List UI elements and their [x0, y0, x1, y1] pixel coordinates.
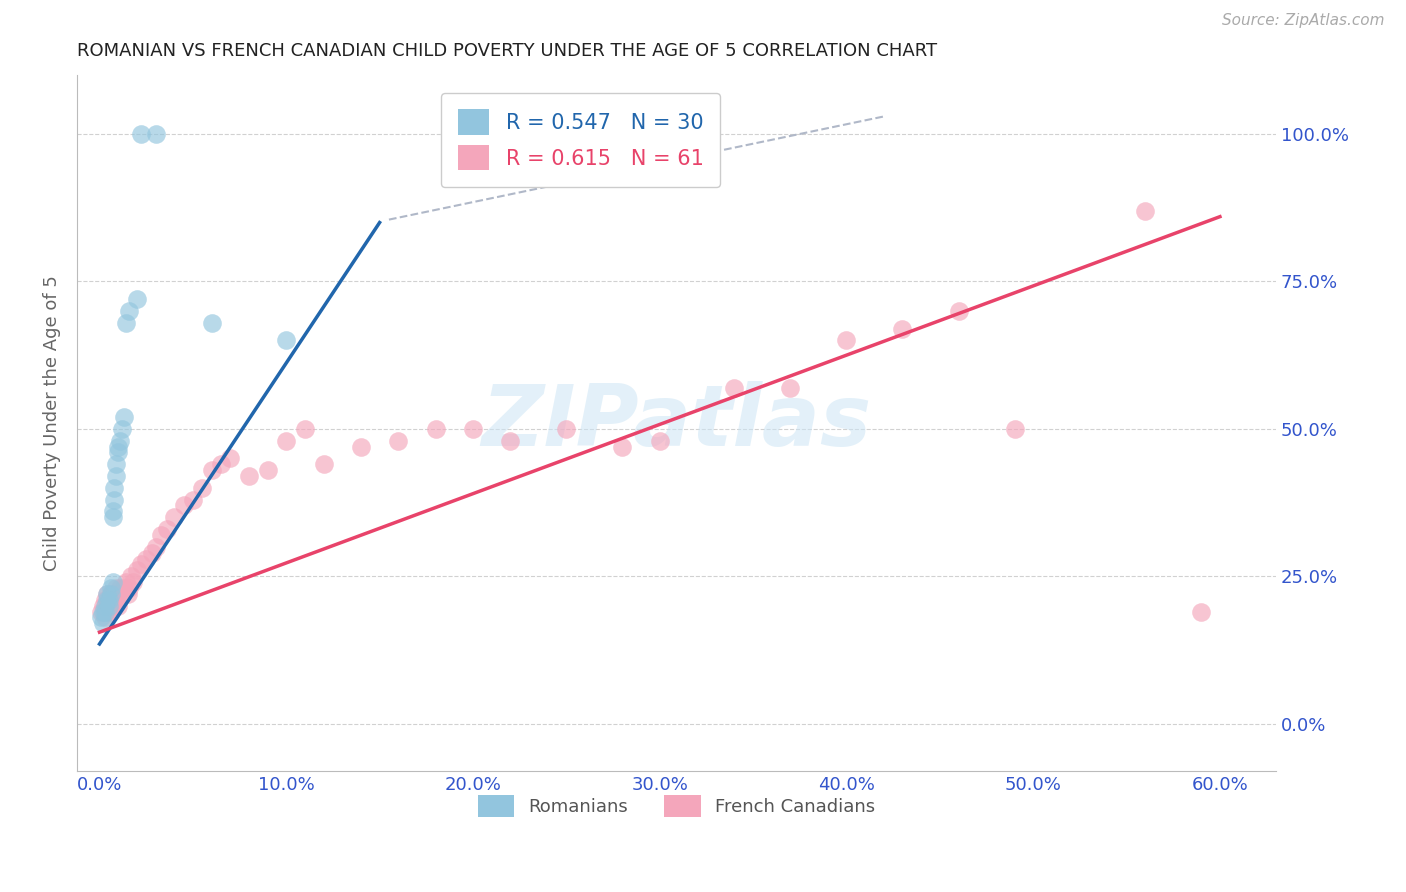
Point [103, 587, 125, 601]
Point [1189, 605, 1212, 619]
Point [312, 457, 335, 471]
Point [103, 492, 125, 507]
Point [200, 463, 222, 477]
Point [835, 334, 858, 348]
Point [112, 410, 135, 425]
Point [105, 469, 128, 483]
Point [108, 581, 131, 595]
Point [100, 587, 122, 601]
Point [387, 434, 409, 448]
Point [101, 575, 124, 590]
Point [118, 304, 141, 318]
Point [97, 599, 120, 613]
Point [94, 605, 117, 619]
Point [107, 599, 129, 613]
Point [723, 381, 745, 395]
Point [103, 481, 125, 495]
Point [90, 610, 112, 624]
Point [156, 522, 179, 536]
Point [238, 469, 260, 483]
Point [97, 592, 120, 607]
Point [163, 510, 186, 524]
Point [122, 575, 145, 590]
Y-axis label: Child Poverty Under the Age of 5: Child Poverty Under the Age of 5 [44, 275, 60, 571]
Legend: Romanians, French Canadians: Romanians, French Canadians [471, 788, 883, 824]
Point [145, 127, 167, 141]
Point [100, 587, 122, 601]
Point [150, 528, 173, 542]
Point [101, 504, 124, 518]
Point [101, 599, 124, 613]
Point [97, 592, 120, 607]
Point [114, 575, 136, 590]
Point [135, 551, 157, 566]
Point [107, 440, 129, 454]
Point [112, 581, 135, 595]
Point [90, 605, 112, 619]
Point [105, 457, 128, 471]
Point [125, 292, 148, 306]
Point [891, 321, 914, 335]
Point [105, 592, 128, 607]
Point [96, 605, 118, 619]
Point [181, 492, 204, 507]
Point [219, 451, 242, 466]
Point [111, 422, 134, 436]
Point [94, 599, 117, 613]
Point [425, 422, 447, 436]
Point [173, 499, 195, 513]
Point [94, 610, 117, 624]
Point [350, 440, 373, 454]
Point [256, 463, 278, 477]
Point [117, 587, 139, 601]
Point [141, 546, 163, 560]
Point [1135, 203, 1157, 218]
Point [105, 581, 128, 595]
Point [94, 592, 117, 607]
Point [294, 422, 316, 436]
Point [129, 127, 152, 141]
Point [779, 381, 801, 395]
Point [125, 563, 148, 577]
Point [209, 457, 232, 471]
Point [461, 422, 484, 436]
Point [96, 587, 118, 601]
Point [96, 587, 118, 601]
Point [276, 334, 298, 348]
Point [97, 599, 120, 613]
Point [100, 605, 122, 619]
Point [191, 481, 214, 495]
Point [91, 599, 114, 613]
Point [111, 587, 134, 601]
Point [91, 605, 114, 619]
Point [499, 434, 522, 448]
Point [101, 592, 124, 607]
Point [107, 445, 129, 459]
Point [948, 304, 970, 318]
Point [107, 587, 129, 601]
Point [118, 581, 141, 595]
Point [1004, 422, 1026, 436]
Text: ROMANIAN VS FRENCH CANADIAN CHILD POVERTY UNDER THE AGE OF 5 CORRELATION CHART: ROMANIAN VS FRENCH CANADIAN CHILD POVERT… [77, 42, 938, 60]
Point [96, 592, 118, 607]
Point [114, 316, 136, 330]
Point [200, 316, 222, 330]
Point [276, 434, 298, 448]
Point [648, 434, 671, 448]
Point [145, 540, 167, 554]
Point [555, 422, 578, 436]
Text: ZIPatlas: ZIPatlas [481, 382, 872, 465]
Point [91, 616, 114, 631]
Point [103, 599, 125, 613]
Point [108, 434, 131, 448]
Point [101, 510, 124, 524]
Point [100, 581, 122, 595]
Point [129, 558, 152, 572]
Point [120, 569, 142, 583]
Text: Source: ZipAtlas.com: Source: ZipAtlas.com [1222, 13, 1385, 29]
Point [612, 440, 634, 454]
